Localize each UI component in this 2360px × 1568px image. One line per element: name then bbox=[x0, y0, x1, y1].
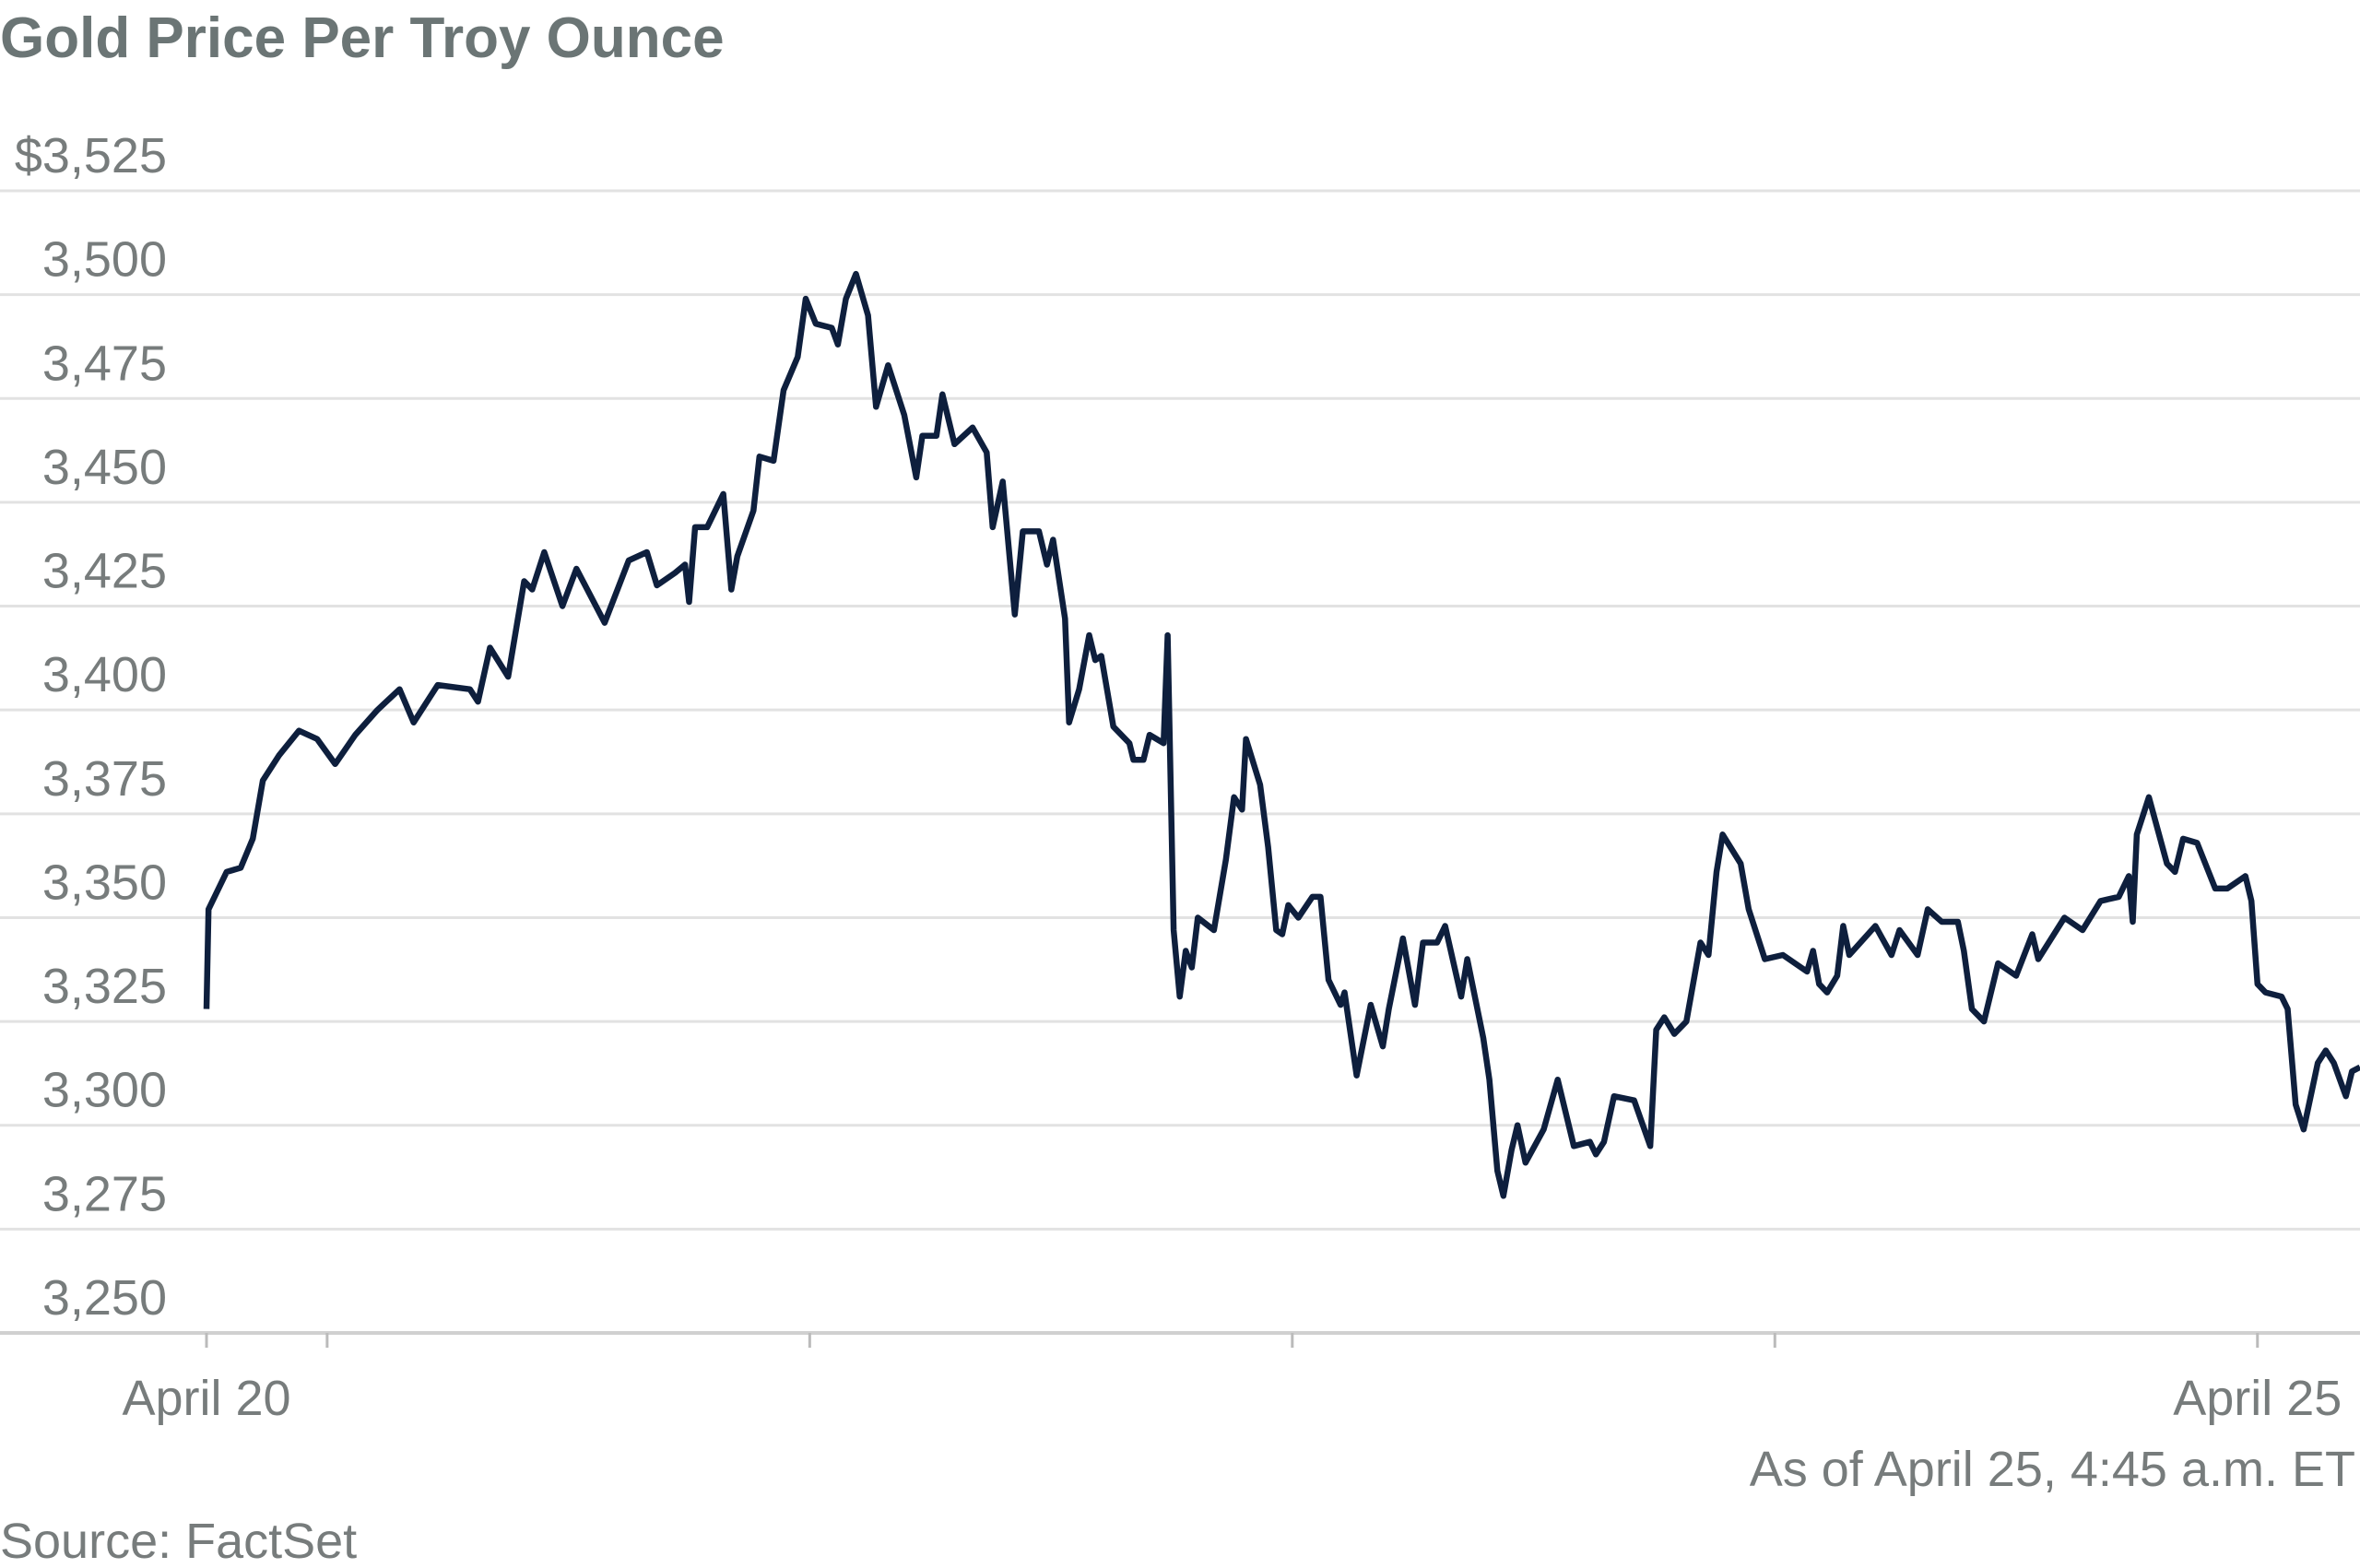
y-tick-label: 3,475 bbox=[42, 336, 167, 391]
x-tick-label: April 25 bbox=[2173, 1371, 2342, 1426]
y-tick-label: 3,325 bbox=[42, 959, 167, 1014]
chart-title: Gold Price Per Troy Ounce bbox=[0, 6, 725, 70]
x-tick-label: April 20 bbox=[122, 1371, 290, 1426]
y-tick-label: 3,500 bbox=[42, 232, 167, 288]
y-tick-label: $3,525 bbox=[15, 128, 167, 183]
y-tick-label: 3,425 bbox=[42, 544, 167, 599]
note: As of April 25, 4:45 a.m. ET bbox=[1750, 1442, 2355, 1497]
y-tick-label: 3,250 bbox=[42, 1270, 167, 1326]
y-tick-label: 3,300 bbox=[42, 1063, 167, 1118]
y-tick-label: 3,450 bbox=[42, 440, 167, 495]
source: Source: FactSet bbox=[0, 1514, 357, 1568]
y-tick-label: 3,275 bbox=[42, 1166, 167, 1221]
y-tick-label: 3,400 bbox=[42, 647, 167, 702]
price-line bbox=[203, 270, 2360, 1199]
y-tick-label: 3,350 bbox=[42, 855, 167, 910]
y-tick-label: 3,375 bbox=[42, 751, 167, 807]
